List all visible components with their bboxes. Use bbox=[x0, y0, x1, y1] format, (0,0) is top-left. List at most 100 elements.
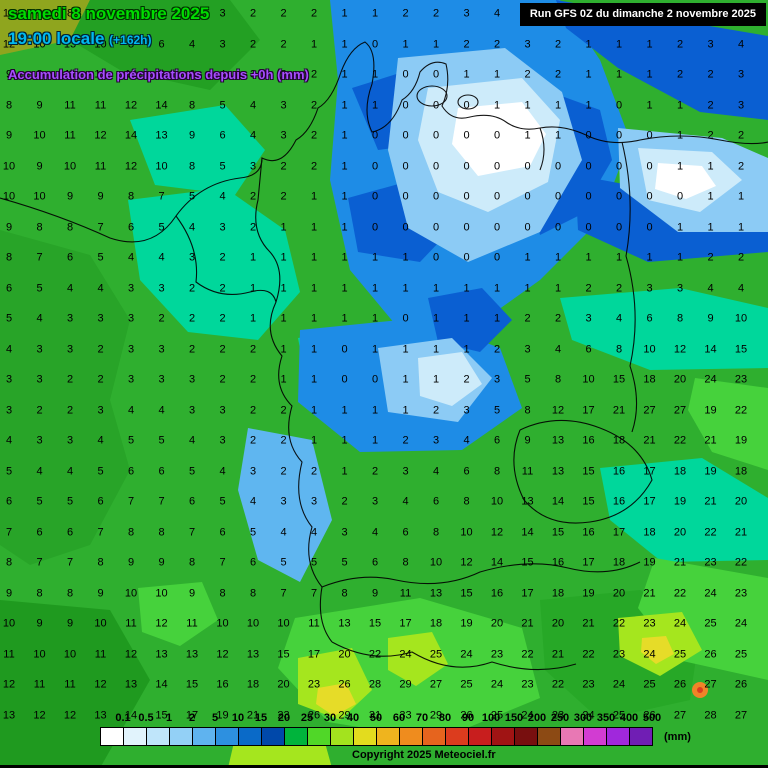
legend-swatch: 30 bbox=[308, 712, 336, 745]
grid-value: 1 bbox=[341, 465, 348, 477]
grid-value: 2 bbox=[707, 68, 714, 81]
grid-value: 8 bbox=[36, 68, 43, 81]
legend-threshold-label: 5 bbox=[211, 712, 219, 724]
grid-value: 0 bbox=[585, 190, 592, 203]
grid-value: 11 bbox=[64, 68, 76, 81]
grid-value: 1 bbox=[707, 160, 714, 172]
grid-value: 8 bbox=[158, 526, 165, 538]
grid-value: 1 bbox=[585, 38, 592, 50]
grid-value: 16 bbox=[612, 495, 626, 508]
grid-value: 1 bbox=[280, 343, 287, 355]
legend-swatch: 80 bbox=[423, 712, 451, 745]
grid-value: 10 bbox=[33, 129, 46, 142]
grid-value: 0 bbox=[402, 99, 409, 111]
legend-threshold-label: 150 bbox=[504, 712, 524, 724]
grid-value: 1 bbox=[493, 99, 501, 111]
legend-swatch: 500 bbox=[630, 712, 661, 745]
grid-value: 1 bbox=[493, 282, 501, 294]
grid-value: 3 bbox=[280, 495, 287, 508]
grid-value: 2 bbox=[524, 312, 531, 325]
grid-value: 13 bbox=[124, 678, 138, 691]
grid-value: 1 bbox=[615, 68, 623, 81]
grid-value: 1 bbox=[402, 282, 409, 294]
grid-value: 4 bbox=[97, 434, 104, 447]
grid-value: 22 bbox=[734, 404, 748, 416]
grid-value: 33 bbox=[399, 709, 412, 721]
legend-threshold-label: 70 bbox=[415, 712, 429, 724]
grid-value: 2 bbox=[280, 404, 287, 416]
grid-value: 1 bbox=[554, 99, 562, 111]
grid-value: 0 bbox=[371, 129, 379, 142]
grid-value: 9 bbox=[188, 587, 196, 599]
grid-value: 1 bbox=[676, 99, 684, 111]
legend-threshold-label: 80 bbox=[438, 712, 452, 724]
grid-value: 1 bbox=[310, 221, 318, 233]
grid-value: 0 bbox=[493, 190, 501, 203]
grid-value: 22 bbox=[368, 648, 382, 660]
grid-value: 7 bbox=[188, 526, 196, 538]
grid-value: 17 bbox=[399, 617, 412, 630]
grid-value: 23 bbox=[277, 709, 290, 721]
grid-value: 6 bbox=[371, 556, 379, 569]
grid-value: 19 bbox=[734, 434, 748, 447]
grid-value: 3 bbox=[432, 434, 440, 447]
grid-value: 29 bbox=[399, 678, 412, 691]
grid-value: 2 bbox=[341, 495, 348, 508]
grid-value: 3 bbox=[158, 343, 165, 355]
grid-value: 14 bbox=[551, 495, 565, 508]
grid-value: 2 bbox=[310, 7, 318, 20]
legend-colorbar: 0.1 0.5 1 2 5 10 15 20 25 30 40 50 60 70 80 90 100 150 200… bbox=[100, 712, 661, 746]
grid-value: 21 bbox=[582, 617, 595, 630]
grid-value: 9 bbox=[97, 587, 104, 599]
grid-value: 10 bbox=[155, 587, 168, 599]
grid-value: 3 bbox=[737, 99, 745, 111]
grid-value: 20 bbox=[734, 495, 748, 508]
grid-value: 18 bbox=[429, 617, 443, 630]
grid-value: 2 bbox=[36, 404, 43, 416]
grid-value: 0 bbox=[585, 129, 592, 142]
legend-threshold-label: 250 bbox=[550, 712, 570, 724]
grid-value: 15 bbox=[185, 678, 199, 691]
grid-value: 2 bbox=[188, 282, 196, 294]
grid-value: 12 bbox=[460, 556, 473, 569]
grid-value: 8 bbox=[432, 526, 440, 538]
grid-value: 23 bbox=[643, 617, 656, 630]
grid-value: 9 bbox=[707, 312, 714, 325]
grid-value: 0 bbox=[432, 99, 440, 111]
grid-value: 3 bbox=[646, 282, 653, 294]
grid-value: 1 bbox=[249, 282, 257, 294]
grid-value: 2 bbox=[219, 312, 226, 325]
grid-value: 21 bbox=[673, 556, 687, 569]
grid-value: 18 bbox=[643, 373, 656, 386]
legend-threshold-label: 300 bbox=[573, 712, 593, 724]
grid-value: 16 bbox=[582, 434, 595, 447]
grid-value: 10 bbox=[2, 190, 16, 203]
grid-value: 2 bbox=[493, 343, 501, 355]
grid-value: 12 bbox=[124, 160, 138, 172]
grid-value: 11 bbox=[399, 587, 412, 599]
grid-value: 27 bbox=[673, 404, 687, 416]
grid-value: 2 bbox=[676, 38, 684, 50]
map-header: samedi 8 novembre 2025 19:00 locale (+16… bbox=[8, 4, 309, 82]
grid-value: 2 bbox=[97, 373, 104, 386]
legend-threshold-label: 350 bbox=[596, 712, 616, 724]
grid-value: 2 bbox=[493, 38, 501, 50]
grid-value: 3 bbox=[280, 129, 287, 142]
grid-value: 6 bbox=[127, 221, 135, 233]
grid-value: 24 bbox=[673, 617, 687, 630]
grid-value: 27 bbox=[673, 709, 687, 721]
grid-value: 17 bbox=[521, 587, 534, 599]
grid-value: 4 bbox=[188, 221, 196, 233]
legend-threshold-label: 30 bbox=[323, 712, 337, 724]
grid-value: 7 bbox=[97, 526, 104, 538]
grid-value: 2 bbox=[280, 434, 287, 447]
grid-value: 1 bbox=[341, 190, 348, 203]
grid-value: 1 bbox=[524, 251, 531, 264]
grid-value: 14 bbox=[704, 343, 717, 355]
grid-value: 6 bbox=[127, 465, 135, 477]
grid-value: 5 bbox=[219, 99, 226, 111]
grid-value: 2 bbox=[707, 99, 714, 111]
grid-value: 3 bbox=[97, 312, 104, 325]
